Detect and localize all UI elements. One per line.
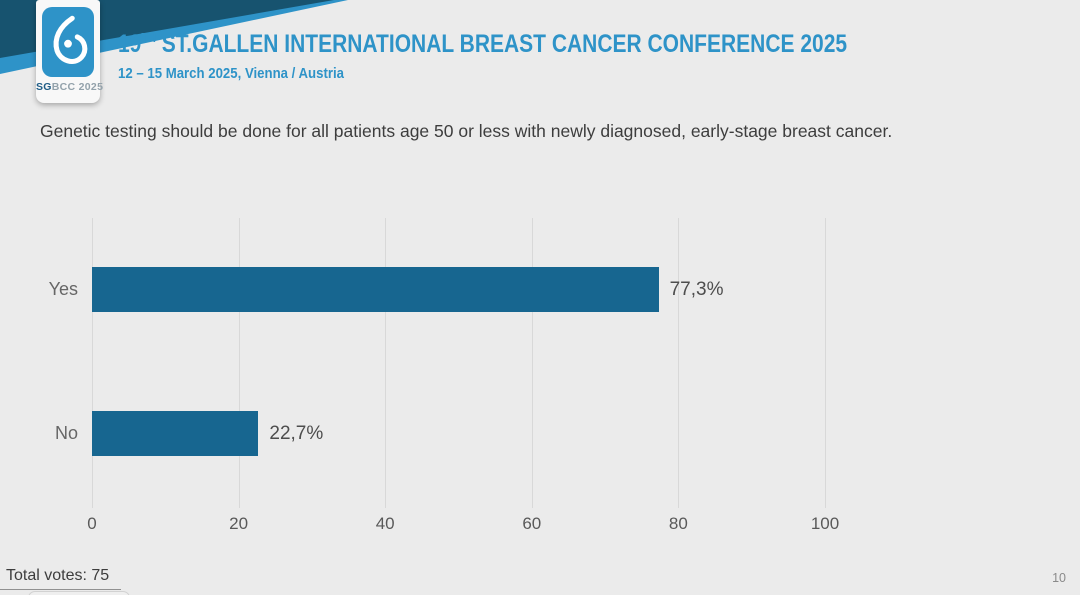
x-tick-label: 20 [229, 514, 249, 533]
title-number: 19 [118, 30, 142, 58]
gridline [678, 218, 680, 508]
header: 19TH ST.GALLEN INTERNATIONAL BREAST CANC… [118, 30, 986, 82]
bar-row-yes: 77,3% [92, 267, 723, 312]
conference-subtitle: 12 – 15 March 2025, Vienna / Austria [118, 65, 344, 82]
x-tick-label: 40 [375, 514, 395, 533]
bar-row-no: 22,7% [92, 411, 323, 456]
logo-caption-rest: BCC 2025 [51, 81, 104, 93]
page-number: 10 [1052, 571, 1066, 585]
title-rest: ST.GALLEN INTERNATIONAL BREAST CANCER CO… [155, 30, 848, 58]
x-tick-label: 100 [810, 514, 840, 533]
sgbcc-logo: SGBCC 2025 [36, 0, 104, 103]
logo-square [42, 7, 94, 77]
bar-chart: Yes 77,3% No 22,7% 0 20 40 60 80 100 [0, 218, 1080, 558]
x-tick-label: 0 [87, 514, 97, 533]
bar-no [92, 411, 259, 456]
total-votes: Total votes: 75 [0, 567, 122, 590]
value-label-yes: 77,3% [669, 278, 724, 300]
logo-caption-sg: SG [36, 81, 52, 93]
gridline [531, 218, 533, 508]
gridline [825, 218, 826, 508]
logo-caption: SGBCC 2025 [36, 81, 104, 93]
breast-drop-icon [53, 15, 88, 65]
title-superscript: TH [141, 29, 156, 45]
category-label-no: No [54, 423, 78, 443]
gridline [92, 218, 93, 508]
category-label-yes: Yes [48, 279, 78, 299]
bar-yes [92, 267, 659, 312]
gridline [238, 218, 240, 508]
question-text: Genetic testing should be done for all p… [40, 121, 893, 141]
gridline [385, 218, 387, 508]
x-tick-label: 80 [668, 514, 688, 533]
x-tick-label: 60 [522, 514, 542, 533]
conference-title: 19TH ST.GALLEN INTERNATIONAL BREAST CANC… [118, 30, 847, 59]
value-label-no: 22,7% [269, 422, 324, 444]
cutoff-element [28, 591, 130, 595]
